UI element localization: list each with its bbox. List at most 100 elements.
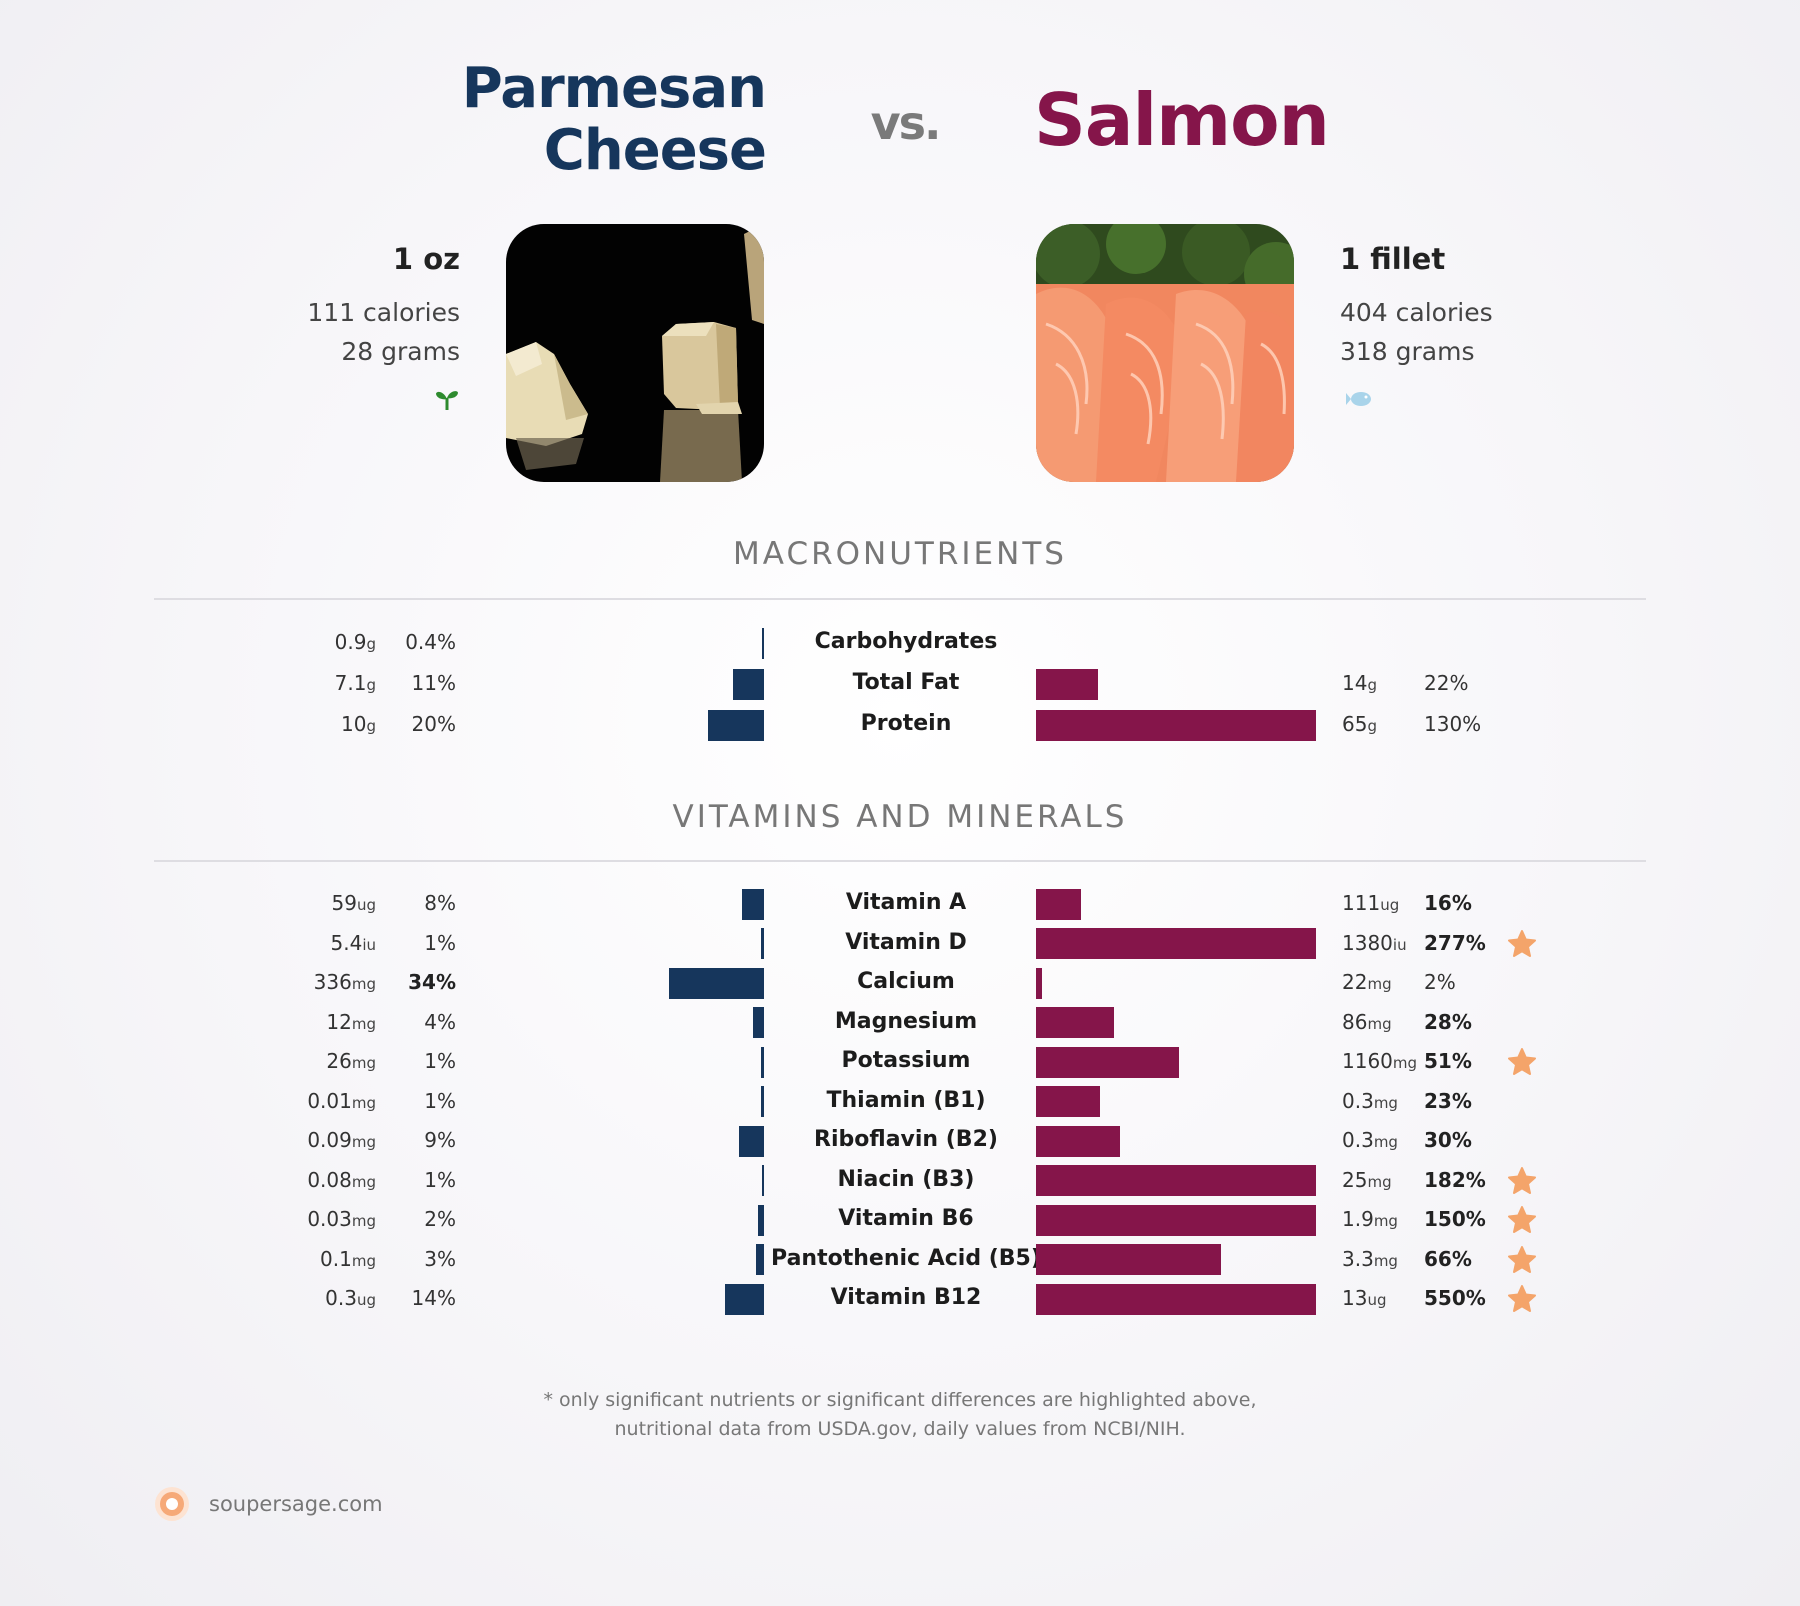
- left-amount-unit: mg: [351, 1172, 376, 1191]
- nutrient-name: Pantothenic Acid (B5): [771, 1245, 1041, 1271]
- right-bar: [1036, 1125, 1120, 1157]
- right-amount: 13ug: [1342, 1286, 1386, 1310]
- right-percent: 2%: [1424, 970, 1456, 994]
- left-bar: [738, 1125, 764, 1157]
- left-percent: 4%: [424, 1009, 456, 1034]
- left-percent: 34%: [408, 970, 456, 994]
- star-icon: [1507, 1205, 1537, 1235]
- right-amount-unit: mg: [1367, 1172, 1392, 1191]
- left-amount-value: 0.9: [334, 630, 367, 654]
- sprout-icon: [434, 386, 460, 412]
- left-bar: [762, 627, 764, 659]
- right-amount-value: 13: [1342, 1286, 1368, 1310]
- left-amount-unit: mg: [351, 1093, 376, 1112]
- left-amount-value: 0.08: [307, 1167, 352, 1192]
- right-bar: [1036, 1283, 1316, 1315]
- left-amount-value: 5.4: [330, 930, 363, 955]
- right-amount-value: 0.3: [1342, 1088, 1374, 1113]
- right-amount: 14g: [1342, 671, 1377, 695]
- right-percent: 150%: [1424, 1207, 1486, 1231]
- star-icon: [1507, 1284, 1537, 1314]
- left-amount-value: 26: [326, 1049, 352, 1073]
- left-percent: 20%: [411, 712, 456, 736]
- left-amount: 7.1g: [270, 671, 376, 695]
- right-bar: [1036, 709, 1316, 741]
- left-amount: 336mg: [270, 970, 376, 994]
- right-serving-size: 1 fillet: [1340, 242, 1446, 276]
- right-amount: 111ug: [1342, 891, 1399, 915]
- left-amount: 0.03mg: [270, 1207, 376, 1231]
- right-amount: 3.3mg: [1342, 1247, 1398, 1271]
- right-percent: 66%: [1424, 1246, 1472, 1271]
- nutrient-name: Vitamin B12: [830, 1285, 982, 1310]
- right-amount-value: 3.3: [1342, 1246, 1374, 1271]
- right-bar: [1036, 888, 1081, 920]
- right-amount: 1160mg: [1342, 1049, 1417, 1073]
- star-icon: [1507, 1047, 1537, 1077]
- left-amount-unit: mg: [351, 1014, 376, 1033]
- left-amount-value: 0.03: [307, 1207, 352, 1231]
- left-amount-unit: mg: [351, 1133, 376, 1151]
- left-amount-unit: g: [366, 676, 376, 694]
- left-amount: 0.08mg: [270, 1168, 376, 1192]
- macronutrients-heading: MACRONUTRIENTS: [733, 536, 1067, 572]
- left-percent: 1%: [424, 1167, 456, 1192]
- left-amount-value: 0.1: [320, 1246, 352, 1271]
- nutrient-name: Potassium: [841, 1048, 971, 1073]
- left-amount-unit: g: [366, 635, 376, 653]
- left-percent: 0.4%: [405, 630, 456, 654]
- right-amount-unit: mg: [1373, 1133, 1398, 1151]
- brand-link[interactable]: soupersage.com: [209, 1492, 383, 1516]
- vs-label: vs.: [870, 96, 942, 150]
- left-amount: 26mg: [270, 1049, 376, 1073]
- right-amount: 25mg: [1342, 1168, 1392, 1192]
- nutrient-name: Niacin (B3): [837, 1166, 975, 1192]
- left-amount-value: 0.01: [307, 1088, 352, 1113]
- footnote: * only significant nutrients or signific…: [0, 1386, 1800, 1444]
- parmesan-photo: [506, 224, 764, 482]
- left-percent: 1%: [424, 930, 456, 955]
- right-bar: [1036, 1165, 1316, 1196]
- fish-icon: [1346, 388, 1374, 410]
- right-amount-unit: ug: [1380, 896, 1400, 914]
- right-amount-unit: iu: [1392, 935, 1407, 954]
- left-amount-value: 10: [341, 712, 367, 736]
- right-percent: 130%: [1424, 712, 1482, 736]
- left-food-title: Parmesan Cheese: [330, 58, 767, 183]
- left-percent: 1%: [424, 1088, 456, 1113]
- right-bar: [1036, 1204, 1316, 1236]
- right-bar: [1036, 1046, 1179, 1078]
- right-amount: 1380iu: [1342, 931, 1407, 955]
- right-amount-value: 86: [1342, 1009, 1368, 1034]
- left-amount-value: 7.1: [334, 671, 367, 695]
- left-amount-value: 59: [331, 891, 357, 915]
- right-amount-unit: mg: [1373, 1093, 1398, 1112]
- left-amount: 0.09mg: [270, 1128, 376, 1152]
- left-amount-unit: mg: [351, 1212, 376, 1230]
- left-amount: 10g: [270, 712, 376, 736]
- left-title-line2: Cheese: [543, 118, 767, 183]
- left-bar: [761, 928, 764, 959]
- right-amount-value: 0.3: [1342, 1128, 1374, 1152]
- right-percent: 550%: [1424, 1286, 1486, 1310]
- right-bar: [1036, 1086, 1101, 1117]
- left-bar: [668, 967, 764, 999]
- left-percent: 9%: [424, 1128, 456, 1152]
- vitamins-heading: VITAMINS AND MINERALS: [672, 799, 1128, 835]
- left-percent: 14%: [411, 1286, 456, 1310]
- salmon-photo: [1036, 224, 1294, 482]
- right-amount-value: 111: [1342, 891, 1381, 915]
- right-amount-unit: g: [1367, 676, 1377, 694]
- right-bar: [1036, 967, 1042, 999]
- star-icon: [1507, 929, 1537, 959]
- left-bar: [755, 1244, 764, 1275]
- right-amount-unit: g: [1367, 717, 1377, 735]
- left-amount-value: 0.3: [325, 1286, 357, 1310]
- right-amount-value: 25: [1342, 1167, 1368, 1192]
- left-grams: 28 grams: [341, 337, 460, 366]
- nutrient-name: Calcium: [857, 969, 955, 994]
- left-amount-unit: iu: [362, 935, 376, 954]
- right-percent: 277%: [1424, 930, 1486, 955]
- left-amount-value: 336: [313, 970, 352, 994]
- right-amount-value: 1380: [1342, 930, 1393, 955]
